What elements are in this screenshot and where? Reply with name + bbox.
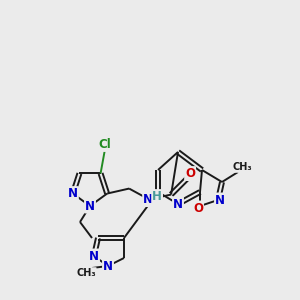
Text: N: N bbox=[85, 200, 95, 212]
Text: N: N bbox=[103, 260, 113, 272]
Text: CH₃: CH₃ bbox=[232, 162, 252, 172]
Text: N: N bbox=[68, 187, 78, 200]
Text: CH₃: CH₃ bbox=[76, 268, 96, 278]
Text: O: O bbox=[193, 202, 203, 214]
Text: N: N bbox=[215, 194, 225, 206]
Text: H: H bbox=[152, 190, 162, 203]
Text: N: N bbox=[173, 197, 183, 211]
Text: Cl: Cl bbox=[98, 138, 111, 151]
Text: O: O bbox=[185, 167, 195, 180]
Text: N: N bbox=[89, 250, 99, 262]
Text: N: N bbox=[143, 193, 153, 206]
